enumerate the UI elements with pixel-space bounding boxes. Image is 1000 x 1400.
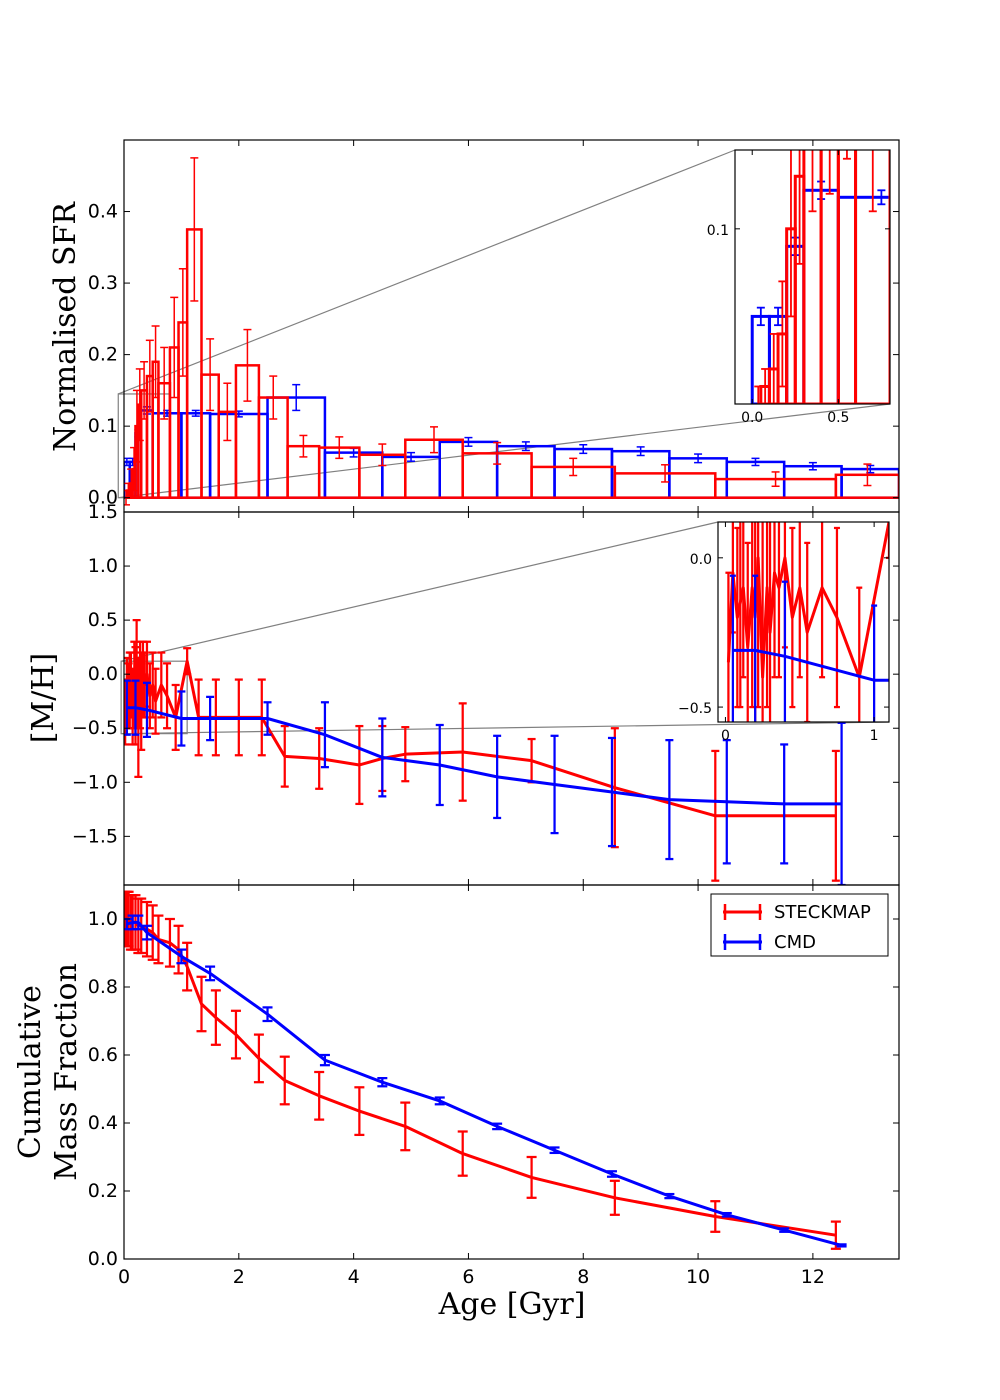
x-tick-label: 8 [577, 1266, 589, 1288]
metallicity-y-tick-label: −0.5 [72, 717, 118, 739]
metallicity-inset-cmd-line [732, 648, 889, 682]
sfr-inset-frame [734, 149, 891, 405]
cumulative-cmd-line [126, 920, 842, 1247]
metallicity-inset-ticks: 0.0 −0.5 0 1 [678, 522, 889, 744]
zoom-connector [118, 149, 736, 395]
cumulative-panel: 0.00.20.40.60.81.0 0 2 4 6 8 10 12 Cumulative … [13, 884, 900, 1322]
cumulative-y-tick-label: 0.4 [88, 1112, 118, 1134]
sfr-inset-steckmap-bar [916, 0, 942, 404]
legend-cmd-label: CMD [774, 932, 816, 953]
sfr-y-tick-label: 0.3 [88, 272, 118, 294]
sfr-cmd-bar [323, 451, 384, 499]
x-tick-label: 12 [801, 1266, 825, 1288]
cumulative-steckmap-line [125, 917, 837, 1237]
x-tick-label: 10 [686, 1266, 710, 1288]
cumulative-plot-area [124, 890, 847, 1250]
metallicity-y-tick-label: 0.5 [88, 609, 118, 631]
cumulative-y-axis-label-line1: Cumulative [13, 985, 48, 1159]
metallicity-y-tick-label: 0.0 [88, 663, 118, 685]
metallicity-inset-frame [717, 521, 890, 723]
sfr-cmd-bar [553, 447, 614, 499]
legend-steckmap-label: STECKMAP [774, 902, 871, 923]
metallicity-inset-x-tick-label: 1 [870, 728, 879, 744]
cumulative-y-axis-label-line2: Mass Fraction [49, 963, 84, 1181]
metallicity-inset-x-tick-label: 0 [721, 728, 730, 744]
sfr-panel: 0.0 0.1 0.2 0.3 0.4 Normalised SFR 0.1 0.0 0.5 [48, 0, 1000, 513]
sfr-inset-x-tick-label: 0.0 [741, 410, 763, 426]
zoom-connector [121, 721, 890, 735]
sfr-y-tick-label: 0.2 [88, 344, 118, 366]
sfr-cmd-bar [151, 412, 183, 499]
x-tick-label: 4 [348, 1266, 360, 1288]
sfr-cmd-bar [782, 464, 843, 499]
x-axis-label: Age [Gyr] [438, 1287, 586, 1322]
zoom-connector [118, 403, 891, 499]
sfr-inset-y-tick-label: 0.1 [707, 223, 729, 239]
sfr-cmd-bar [266, 396, 327, 499]
x-tick-label: 6 [462, 1266, 474, 1288]
cumulative-y-tick-label: 0.2 [88, 1180, 118, 1202]
sfr-y-tick-label: 0.1 [88, 415, 118, 437]
x-tick-label: 0 [118, 1266, 130, 1288]
metallicity-inset-y-tick-label: 0.0 [690, 552, 712, 568]
metallicity-inset-plot [725, 522, 889, 722]
legend: STECKMAP CMD [710, 893, 889, 957]
metallicity-y-tick-label: −1.5 [72, 825, 118, 847]
metallicity-y-tick-label: 1.0 [88, 555, 118, 577]
sfr-y-tick-label: 0.0 [88, 487, 118, 509]
sfr-y-tick-label: 0.4 [88, 201, 118, 223]
sfr-cmd-bar [381, 455, 441, 499]
sfr-y-axis-label: Normalised SFR [48, 201, 83, 452]
cumulative-y-tick-label: 0.0 [88, 1248, 118, 1270]
metallicity-inset: 0.0 −0.5 0 1 [678, 521, 890, 744]
sfr-inset-steckmap-bar [888, 150, 890, 404]
metallicity-y-tick-label: −1.0 [72, 771, 118, 793]
legend-cmd-marker [723, 934, 762, 950]
sfr-inset-ticks: 0.1 0.0 0.5 [707, 150, 890, 426]
legend-steckmap-marker [723, 904, 762, 920]
cumulative-y-tick-label: 0.6 [88, 1044, 118, 1066]
cumulative-y-tick-label: 1.0 [88, 908, 118, 930]
metallicity-cmd-line [126, 706, 842, 806]
metallicity-y-tick-label: 1.5 [88, 501, 118, 523]
sfr-inset-cmd-bar [924, 197, 1000, 404]
metallicity-y-ticks: 1.5 1.0 0.5 0.0 −0.5 −1.0 −1.5 [72, 501, 899, 885]
sfr-plot-area [124, 157, 899, 506]
sfr-cmd-bar [438, 440, 499, 499]
sfr-inset-steckmap-bar [985, 103, 1000, 404]
legend-box [710, 893, 889, 957]
cumulative-y-tick-label: 0.8 [88, 976, 118, 998]
x-tick-label: 2 [233, 1266, 245, 1288]
metallicity-inset-y-tick-label: −0.5 [678, 701, 712, 717]
metallicity-plot-area [124, 618, 846, 885]
cumulative-y-ticks: 0.0 0.2 0.4 0.6 0.8 1.0 [88, 908, 899, 1270]
sfr-inset-steckmap-bar [942, 0, 985, 404]
sfr-inset: 0.1 0.0 0.5 [707, 0, 1000, 426]
sfr-y-ticks: 0.0 0.1 0.2 0.3 0.4 [88, 140, 899, 512]
sfr-inset-x-tick-label: 0.5 [827, 410, 849, 426]
sfr-cmd-bar [180, 412, 212, 499]
x-ticks: 0 2 4 6 8 10 12 [118, 885, 825, 1288]
metallicity-y-axis-label: [M/H] [26, 653, 61, 743]
cumulative-axes-frame [123, 884, 900, 1260]
zoom-connector [120, 521, 719, 662]
metallicity-panel: 1.5 1.0 0.5 0.0 −0.5 −1.0 −1.5 [M/H] 0.0 −0.5 0 1 [26, 501, 900, 886]
